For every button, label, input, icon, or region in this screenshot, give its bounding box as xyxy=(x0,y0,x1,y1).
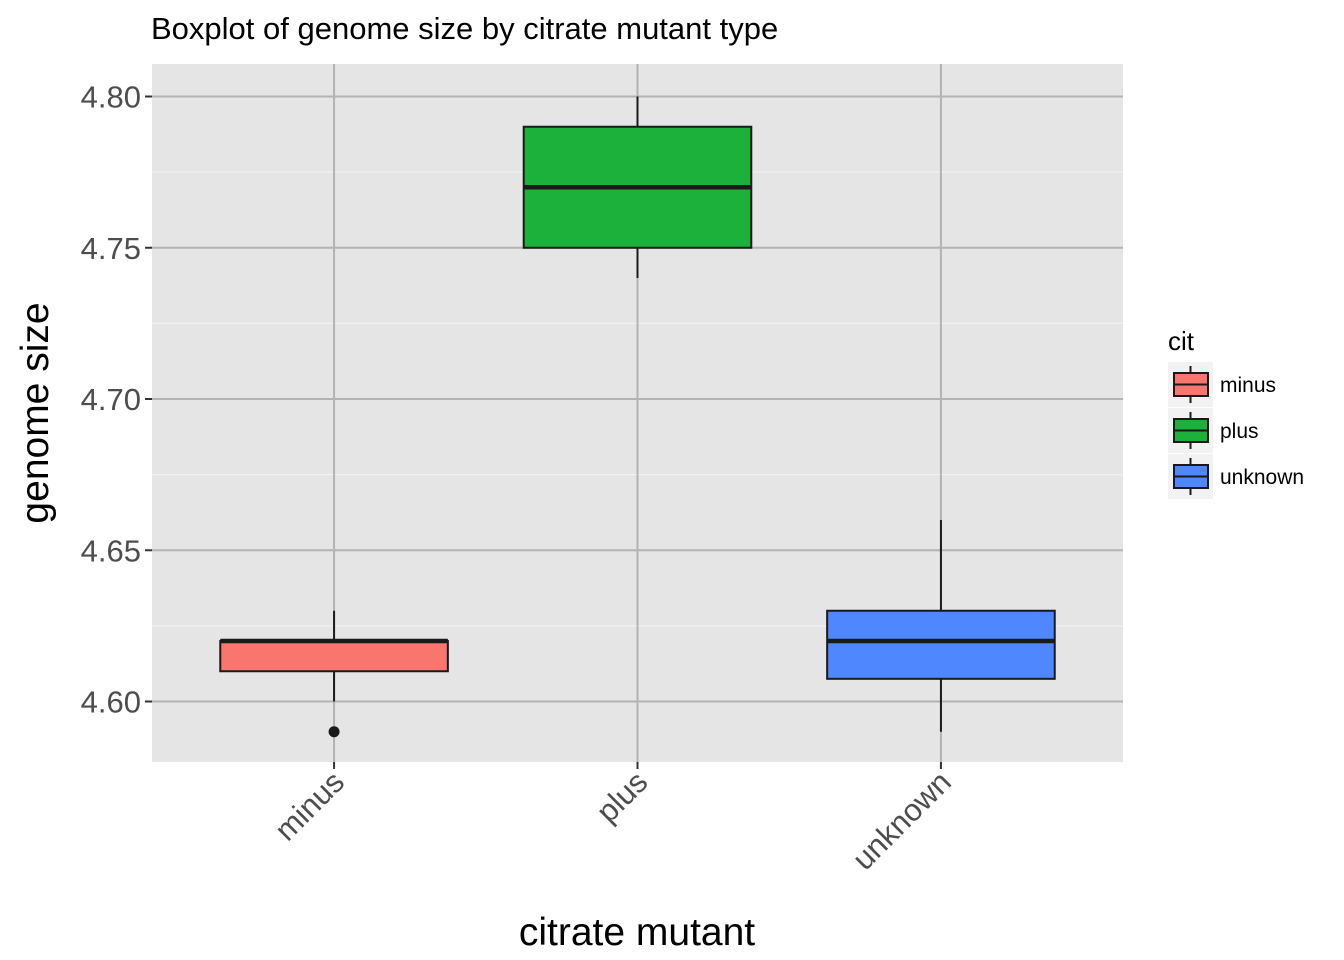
legend-label: plus xyxy=(1220,420,1259,443)
box-unknown xyxy=(826,520,1056,732)
boxes xyxy=(219,96,1056,738)
y-tick-label: 4.70 xyxy=(81,382,141,417)
y-axis-title: genome size xyxy=(14,302,57,523)
box-iqr xyxy=(219,640,449,673)
legend: cit minus plus unknown xyxy=(1168,326,1304,499)
x-tick-label: minus xyxy=(268,764,351,847)
chart-title: Boxplot of genome size by citrate mutant… xyxy=(151,11,778,46)
legend-label: unknown xyxy=(1220,466,1304,489)
y-tick-label: 4.75 xyxy=(81,231,141,266)
legend-title: cit xyxy=(1168,326,1195,356)
y-tick-label: 4.80 xyxy=(81,80,141,115)
x-axis-title: citrate mutant xyxy=(519,911,755,954)
x-tick-label: plus xyxy=(589,764,654,829)
legend-item-minus: minus xyxy=(1168,362,1276,407)
legend-item-plus: plus xyxy=(1168,408,1259,453)
legend-label: minus xyxy=(1220,374,1276,397)
x-tick-label: unknown xyxy=(845,764,957,876)
y-tick-label: 4.65 xyxy=(81,533,141,568)
outlier-point xyxy=(328,726,340,738)
x-axis: minus plus unknown xyxy=(268,762,958,877)
box-iqr xyxy=(826,609,1056,680)
legend-items: minus plus unknown xyxy=(1168,362,1304,499)
y-tick-label: 4.60 xyxy=(81,685,141,720)
box-plus xyxy=(522,96,753,278)
box-minus xyxy=(219,610,449,738)
legend-item-unknown: unknown xyxy=(1168,454,1304,499)
y-axis: 4.60 4.65 4.70 4.75 4.80 xyxy=(81,80,152,720)
